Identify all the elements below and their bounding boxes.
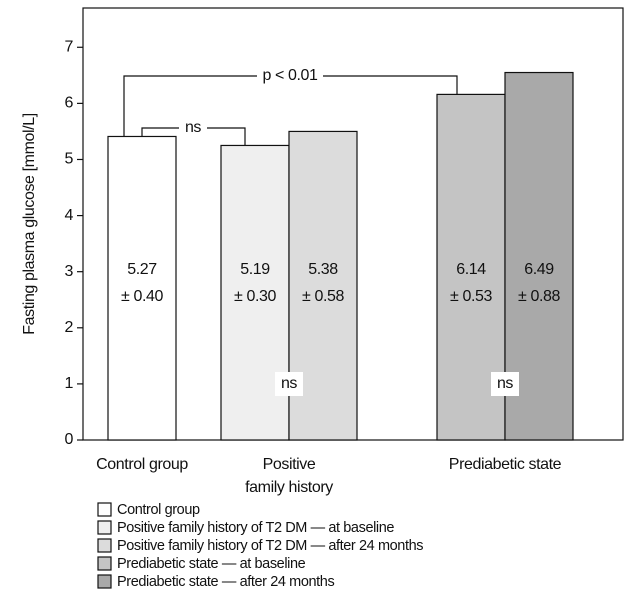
bar-label: ± 0.58 xyxy=(302,288,344,305)
bar-label: ± 0.40 xyxy=(121,288,163,305)
legend-swatch xyxy=(97,574,112,589)
legend-swatch xyxy=(97,520,112,535)
y-tick-label: 4 xyxy=(65,207,74,224)
bar-label: 6.14 xyxy=(456,261,486,278)
legend-swatch xyxy=(97,538,112,553)
bar xyxy=(107,135,177,441)
y-tick-label: 7 xyxy=(65,38,74,55)
y-axis-label: Fasting plasma glucose [mmol/L] xyxy=(21,113,38,334)
legend-swatch xyxy=(97,502,112,517)
y-tick-label: 6 xyxy=(65,95,74,112)
bracket-label: p < 0.01 xyxy=(262,67,318,84)
legend-label: Positive family history of T2 DM — after… xyxy=(117,538,423,554)
x-tick-label: family history xyxy=(245,479,333,496)
y-tick-label: 1 xyxy=(65,375,74,392)
bar-label: 5.38 xyxy=(308,261,338,278)
ns-box xyxy=(491,372,519,396)
y-tick-label: 5 xyxy=(65,151,74,168)
bracket-label: ns xyxy=(185,119,201,136)
bracket xyxy=(123,75,458,137)
bar-label: ± 0.88 xyxy=(518,288,560,305)
legend-label: Control group xyxy=(117,502,200,518)
y-tick-label: 2 xyxy=(65,319,74,336)
y-tick-label: 3 xyxy=(65,263,74,280)
bar-label: 5.27 xyxy=(127,261,157,278)
ns-label: ns xyxy=(281,375,297,392)
legend-swatch xyxy=(97,556,112,571)
x-tick-label: Control group xyxy=(96,456,188,473)
bar-label: 5.19 xyxy=(240,261,270,278)
bar-label: ± 0.53 xyxy=(450,288,492,305)
legend-label: Positive family history of T2 DM — at ba… xyxy=(117,520,394,536)
ns-box xyxy=(275,372,303,396)
y-tick-label: 0 xyxy=(65,431,74,448)
legend-label: Prediabetic state — at baseline xyxy=(117,556,306,572)
bracket xyxy=(141,127,246,146)
ns-label: ns xyxy=(497,375,513,392)
bar-label: ± 0.30 xyxy=(234,288,276,305)
bar-label: 6.49 xyxy=(524,261,554,278)
legend-label: Prediabetic state — after 24 months xyxy=(117,574,334,590)
x-tick-label: Prediabetic state xyxy=(449,456,562,473)
x-tick-label: Positive xyxy=(263,456,316,473)
